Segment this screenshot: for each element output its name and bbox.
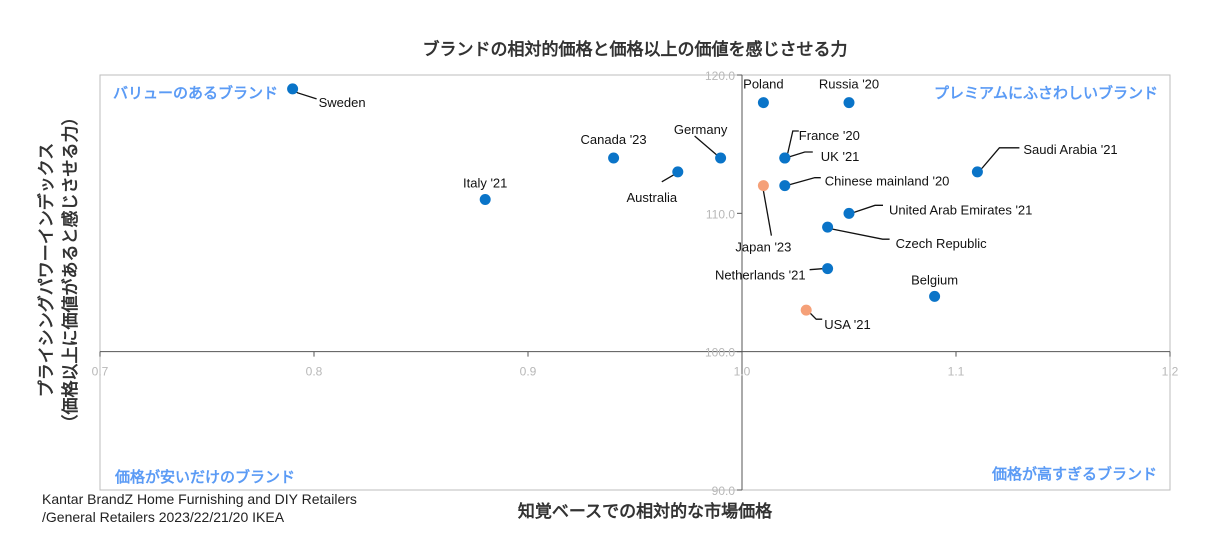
data-label: Netherlands '21 [715, 268, 806, 283]
y-tick-label: 120.0 [705, 69, 735, 83]
leader-line [827, 226, 890, 240]
data-point[interactable] [929, 290, 941, 302]
data-point-group: Poland [743, 77, 784, 109]
data-label: Canada '23 [581, 132, 647, 147]
data-point[interactable] [971, 166, 983, 178]
y-axis-label-line1: プライシングパワーインデックス [36, 143, 56, 398]
data-point-group: Saudi Arabia '21 [971, 142, 1118, 178]
data-point-group: Germany [674, 122, 728, 164]
data-label: Australia [627, 190, 678, 205]
data-point[interactable] [779, 152, 791, 164]
data-point[interactable] [822, 221, 834, 233]
data-point-group: Italy '21 [463, 176, 507, 205]
leader-line [784, 177, 821, 187]
data-point[interactable] [779, 180, 791, 192]
data-label: United Arab Emirates '21 [889, 202, 1032, 217]
data-point[interactable] [843, 97, 855, 109]
source-line-1: Kantar BrandZ Home Furnishing and DIY Re… [42, 491, 357, 507]
data-point-group: Russia '20 [819, 77, 879, 109]
data-label: Belgium [911, 272, 958, 287]
x-tick-label: 1.2 [1162, 365, 1179, 379]
quadrant-label-top-left: バリューのあるブランド [113, 84, 278, 102]
data-label: Saudi Arabia '21 [1023, 142, 1117, 157]
data-label: Poland [743, 77, 783, 92]
y-axis-label-line2: （価格以上に価値があると感じさせる力） [60, 109, 80, 432]
data-point-group: Netherlands '21 [715, 263, 834, 283]
data-point-group: Australia [627, 166, 684, 205]
quadrant-label-bottom-left: 価格が安いだけのブランド [114, 468, 295, 486]
x-tick-label: 0.7 [92, 365, 109, 379]
data-label: Czech Republic [896, 236, 988, 251]
data-point[interactable] [843, 207, 855, 219]
data-point-group: Sweden [287, 83, 366, 110]
data-point[interactable] [715, 152, 727, 164]
data-label: Chinese mainland '20 [825, 174, 950, 189]
data-point[interactable] [800, 304, 812, 316]
data-label: Italy '21 [463, 176, 507, 191]
data-label: France '20 [799, 128, 860, 143]
data-point-group: USA '21 [800, 304, 871, 332]
data-label: Germany [674, 122, 728, 137]
data-point-group: Chinese mainland '20 [779, 174, 949, 192]
data-point-group: Japan '23 [735, 180, 791, 255]
data-point[interactable] [757, 97, 769, 109]
data-point[interactable] [757, 180, 769, 192]
data-point-group: Belgium [911, 272, 958, 302]
x-tick-label: 1.0 [734, 365, 751, 379]
chart-title: ブランドの相対的価格と価格以上の価値を感じさせる力 [423, 39, 848, 59]
data-label: Sweden [319, 95, 366, 110]
source-line-2: /General Retailers 2023/22/21/20 IKEA [42, 509, 285, 525]
data-point-group: Czech Republic [822, 221, 988, 251]
plot-frame [99, 74, 1171, 491]
data-point[interactable] [287, 83, 299, 95]
data-label: USA '21 [824, 317, 871, 332]
x-tick-label: 0.8 [306, 365, 323, 379]
leader-line [976, 147, 1020, 173]
x-axis-label: 知覚ベースでの相対的な市場価格 [517, 501, 773, 521]
quadrant-label-top-right: プレミアムにふさわしいブランド [934, 84, 1158, 102]
data-label: Japan '23 [735, 240, 791, 255]
x-tick-label: 0.9 [520, 365, 537, 379]
data-point[interactable] [479, 194, 491, 205]
data-point[interactable] [672, 166, 684, 178]
quadrant-label-bottom-right: 価格が高すぎるブランド [991, 465, 1157, 483]
y-tick-label: 90.0 [712, 484, 736, 498]
data-label: Russia '20 [819, 77, 879, 92]
source-note: Kantar BrandZ Home Furnishing and DIY Re… [42, 490, 357, 526]
x-tick-label: 1.1 [948, 365, 965, 379]
data-point-group: United Arab Emirates '21 [843, 202, 1032, 219]
data-point[interactable] [608, 152, 620, 164]
data-point-group: UK '21 [779, 149, 859, 164]
y-tick-label: 110.0 [706, 207, 735, 221]
leader-line [762, 185, 773, 236]
data-label: UK '21 [821, 149, 860, 164]
y-tick-label: 100.0 [705, 346, 735, 360]
data-point-group: Canada '23 [581, 132, 647, 164]
data-point[interactable] [822, 263, 834, 275]
